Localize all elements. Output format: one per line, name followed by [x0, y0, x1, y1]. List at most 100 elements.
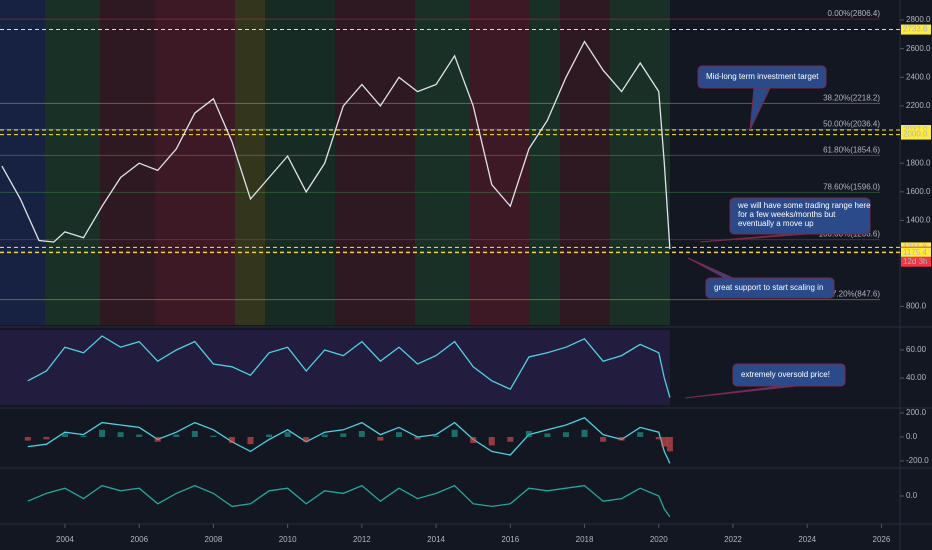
y-tick-label: 1400.0: [906, 216, 931, 225]
price-tag: 2733.6: [903, 25, 928, 34]
y-tick-label: 2200.0: [906, 101, 931, 110]
histogram-bar: [544, 433, 551, 437]
histogram-bar: [395, 432, 402, 437]
y-tick-label: -200.0: [906, 456, 929, 465]
histogram-bar: [581, 429, 588, 437]
histogram-bar: [99, 429, 106, 437]
callout-text: extremely oversold price!: [741, 370, 830, 379]
histogram-bar: [210, 435, 217, 437]
x-tick-label: 2018: [576, 535, 594, 544]
callout: we will have some trading range herefor …: [699, 197, 871, 243]
y-tick-label: 0.0: [906, 491, 918, 500]
histogram-bar: [618, 436, 625, 441]
histogram-bar: [340, 433, 347, 437]
histogram-bar: [488, 436, 495, 446]
histogram-bar: [451, 429, 458, 437]
histogram-bar: [136, 434, 143, 437]
histogram-bar: [470, 436, 477, 443]
series-line: [27, 335, 671, 398]
histogram-bar: [154, 436, 161, 442]
histogram-bar: [414, 436, 421, 440]
callout-box: [697, 65, 827, 89]
price-tag: 1175.4: [903, 248, 927, 257]
histogram-bar: [637, 432, 644, 437]
price-tag-bg: [901, 129, 931, 140]
fib-label: 50.00%(2036.4): [823, 119, 880, 128]
histogram-bar: [43, 436, 50, 440]
histogram-bar: [80, 435, 87, 437]
countdown: 12d 3h: [903, 257, 927, 266]
x-tick-label: 2008: [205, 535, 223, 544]
histogram-bar: [61, 433, 68, 437]
y-tick-label: 60.00: [906, 345, 927, 354]
series-line: [27, 484, 671, 518]
x-tick-label: 2024: [798, 535, 816, 544]
y-tick-label: 0.0: [906, 432, 918, 441]
callout-text: great support to start scaling in: [714, 283, 823, 292]
histogram-bar: [321, 434, 328, 437]
histogram-bar: [358, 430, 365, 437]
histogram-bar: [661, 436, 668, 447]
x-tick-label: 2022: [724, 535, 742, 544]
histogram-bar: [173, 434, 180, 437]
x-tick-label: 2014: [427, 535, 445, 544]
price-tag-bg: [901, 247, 931, 258]
fib-label: 38.20%(2218.2): [823, 93, 880, 102]
histogram-bar: [377, 436, 384, 441]
x-tick-label: 2020: [650, 535, 668, 544]
histogram-bar: [600, 436, 607, 442]
callout-box: [732, 363, 846, 387]
histogram-bar: [24, 436, 31, 441]
callout-box: [705, 277, 835, 299]
histogram-bar: [191, 430, 198, 437]
y-tick-label: 2400.0: [906, 72, 931, 81]
countdown-bg: [901, 256, 931, 267]
y-tick-label: 200.0: [906, 408, 927, 417]
x-tick-label: 2006: [130, 535, 148, 544]
y-tick-label: 40.00: [906, 373, 927, 382]
x-tick-label: 2010: [279, 535, 297, 544]
callout-pointer: [699, 233, 809, 243]
price-tag: 2000.0: [903, 130, 928, 139]
x-tick-label: 2016: [501, 535, 519, 544]
histogram-bar: [562, 432, 569, 437]
callout-text: eventually a move up: [738, 219, 814, 228]
background-bands: [0, 0, 670, 405]
histogram-bar: [303, 436, 310, 442]
histogram-bar: [266, 434, 273, 437]
histogram-bar: [433, 435, 440, 437]
histogram-bar: [655, 436, 662, 440]
y-tick-label: 2600.0: [906, 44, 931, 53]
histogram-bar: [666, 436, 673, 452]
x-tick-label: 2004: [56, 535, 74, 544]
price-tag-bg: [901, 24, 931, 35]
fib-label: 0.00%(2806.4): [828, 9, 881, 18]
fib-label: 78.60%(1596.0): [823, 183, 880, 192]
x-tick-label: 2012: [353, 535, 371, 544]
histogram-bar: [247, 436, 254, 445]
y-tick-label: 1600.0: [906, 187, 931, 196]
y-tick-label: 1800.0: [906, 158, 931, 167]
histogram-bar: [117, 432, 124, 437]
x-tick-label: 2026: [873, 535, 891, 544]
y-tick-label: 2800.0: [906, 15, 931, 24]
callout-box: [729, 197, 871, 235]
histogram-bar: [284, 432, 291, 437]
callout-pointer: [749, 87, 771, 131]
y-tick-label: 800.0: [906, 301, 927, 310]
callout-text: we will have some trading range here: [737, 201, 871, 210]
histogram-bar: [525, 430, 532, 437]
callout-text: Mid-long term investment target: [706, 72, 819, 81]
callout: extremely oversold price!: [684, 363, 846, 399]
fib-label: 127.20%(847.6): [823, 290, 880, 299]
series-line: [27, 417, 671, 464]
histogram-bar: [228, 436, 235, 443]
callout: great support to start scaling in: [687, 257, 835, 299]
histogram-bar: [507, 436, 514, 442]
series-line: [1, 40, 671, 250]
fib-label: 61.80%(1854.6): [823, 146, 880, 155]
callout: Mid-long term investment target: [697, 65, 827, 131]
callout-pointer: [684, 385, 798, 399]
callout-text: for a few weeks/months but: [738, 210, 836, 219]
